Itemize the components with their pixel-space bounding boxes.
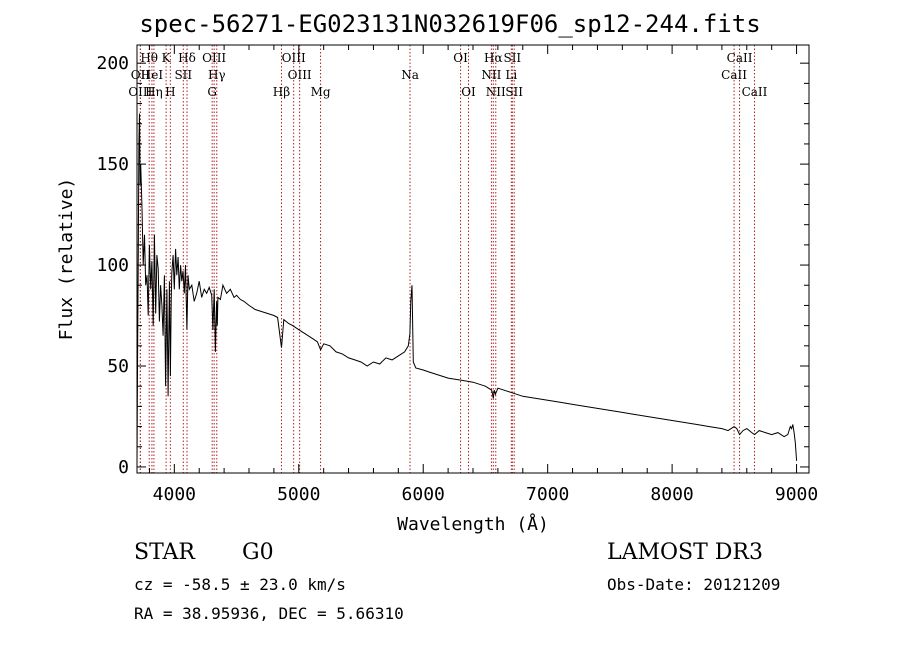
line-label-13: OIII	[282, 51, 306, 65]
x-tick-label: 8000	[650, 484, 693, 505]
spectrum-line	[136, 113, 798, 463]
line-label-18: OI	[461, 85, 476, 99]
x-tick-label: 4000	[153, 484, 196, 505]
line-label-20: NII	[481, 68, 501, 82]
spectral-line-markers	[139, 45, 755, 473]
y-tick-label: 0	[118, 457, 129, 478]
x-axis-label: Wavelength (Å)	[397, 513, 549, 535]
coordinates-readout: RA = 38.95936, DEC = 5.66310	[134, 604, 404, 623]
line-label-6: H	[165, 85, 175, 99]
line-label-1: OIII	[128, 85, 152, 99]
line-label-25: CaII	[721, 68, 747, 82]
line-label-24: SII	[505, 85, 523, 99]
line-label-3: HeI	[141, 68, 164, 82]
line-label-27: CaII	[742, 85, 768, 99]
line-label-14: OIII	[288, 68, 312, 82]
line-label-22: Li	[505, 68, 517, 82]
line-label-16: Na	[401, 68, 419, 82]
redshift-readout: cz = -58.5 ± 23.0 km/s	[134, 575, 346, 594]
line-label-8: Hδ	[178, 51, 196, 65]
subclass: G0	[242, 540, 274, 565]
line-label-19: Hα	[484, 51, 503, 65]
line-label-26: CaII	[727, 51, 753, 65]
line-label-17: OI	[453, 51, 468, 65]
line-label-2: Hθ	[140, 51, 158, 65]
line-label-10: Hγ	[208, 68, 226, 82]
y-tick-label: 200	[96, 53, 129, 74]
survey-name: LAMOST DR3	[607, 540, 763, 565]
x-tick-label: 7000	[526, 484, 569, 505]
obs-date: Obs-Date: 20121209	[607, 575, 781, 594]
chart-title: spec-56271-EG023131N032619F06_sp12-244.f…	[139, 10, 761, 38]
plot-frame	[136, 44, 810, 474]
x-tick-label: 6000	[402, 484, 445, 505]
line-label-4: Hη	[145, 85, 163, 99]
object-class: STAR	[134, 540, 195, 565]
line-label-5: K	[162, 51, 172, 65]
x-tick-label: 5000	[277, 484, 320, 505]
line-label-21: NII	[486, 85, 506, 99]
line-label-11: G	[207, 85, 217, 99]
y-axis-label: Flux (relative)	[56, 178, 77, 341]
x-tick-label: 9000	[775, 484, 818, 505]
line-label-12: Hβ	[273, 85, 290, 99]
line-label-0: OII	[131, 68, 151, 82]
line-label-15: Mg	[311, 85, 331, 99]
line-label-7: SII	[174, 68, 192, 82]
line-label-9: OIII	[202, 51, 226, 65]
y-tick-label: 150	[96, 154, 129, 175]
line-label-23: SII	[503, 51, 521, 65]
spectral-line-labels: OII OIII Hθ HeI Hη K H SII Hδ OIII Hγ G Hβ OIII OIII Mg…	[128, 51, 767, 99]
axis-ticks: 4000 5000 6000 7000 8000 9000 0 50 100 150 200	[96, 45, 818, 505]
y-tick-label: 50	[107, 356, 129, 377]
y-tick-label: 100	[96, 255, 129, 276]
